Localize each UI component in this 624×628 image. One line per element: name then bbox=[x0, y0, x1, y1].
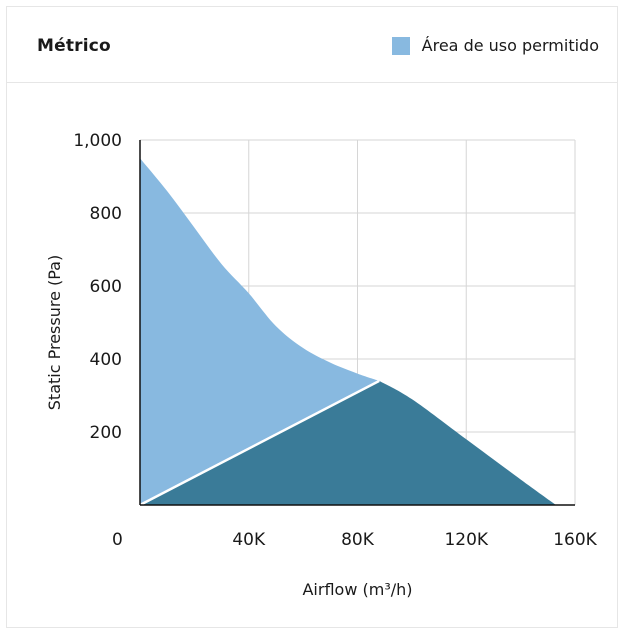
y-tick-label-1: 400 bbox=[90, 350, 122, 370]
legend[interactable]: Área de uso permitido bbox=[391, 36, 599, 55]
x-tick-label-2: 80K bbox=[341, 530, 375, 550]
x-tick-label-3: 120K bbox=[444, 530, 488, 550]
legend-swatch bbox=[391, 36, 410, 55]
chart-header: Métrico Área de uso permitido bbox=[7, 7, 617, 83]
x-tick-label-4: 160K bbox=[553, 530, 597, 550]
y-tick-label-0: 200 bbox=[90, 423, 122, 443]
y-tick-label-4: 1,000 bbox=[73, 131, 122, 151]
chart-title: Métrico bbox=[37, 36, 111, 56]
x-tick-label-1: 40K bbox=[232, 530, 266, 550]
y-tick-label-2: 600 bbox=[90, 277, 122, 297]
area-dark bbox=[140, 380, 556, 505]
x-axis-title: Airflow (m³/h) bbox=[302, 580, 412, 599]
area-light bbox=[140, 158, 380, 505]
chart-card: Métrico Área de uso permitido bbox=[6, 6, 618, 628]
x-tick-label-0: 0 bbox=[112, 530, 123, 550]
boundary-line bbox=[139, 379, 380, 507]
y-tick-label-3: 800 bbox=[90, 204, 122, 224]
y-axis-title: Static Pressure (Pa) bbox=[45, 255, 64, 410]
legend-label: Área de uso permitido bbox=[421, 36, 599, 55]
